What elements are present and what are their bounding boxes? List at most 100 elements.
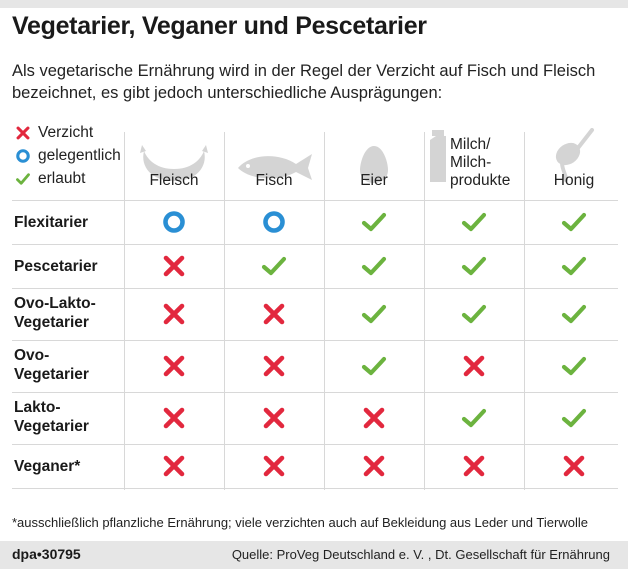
grid-hline — [12, 488, 618, 489]
column-header-fleisch: Fleisch — [124, 118, 224, 194]
row-label-line2: Vegetarier — [14, 366, 89, 383]
row-label: Pescetarier — [14, 257, 98, 276]
cell-fisch — [224, 207, 324, 237]
bottom-bar — [0, 541, 628, 569]
cell-honig — [524, 451, 624, 481]
cell-milch — [424, 351, 524, 381]
row-label-line1: Ovo- — [14, 347, 50, 364]
cell-milch — [424, 251, 524, 281]
check-icon — [561, 209, 587, 235]
check-icon — [361, 353, 387, 379]
grid-vline — [524, 132, 525, 490]
grid-vline — [224, 132, 225, 490]
column-label-eier: Eier — [360, 172, 388, 189]
column-header-honig: Honig — [524, 118, 624, 194]
grid-hline — [12, 392, 618, 393]
legend-item-verzicht: Verzicht — [12, 121, 121, 144]
cell-honig — [524, 251, 624, 281]
row-label-line1: Veganer* — [14, 458, 81, 475]
cell-honig — [524, 207, 624, 237]
grid-hline — [12, 288, 618, 289]
row-label-line2: Vegetarier — [14, 418, 89, 435]
column-label-milch-line1: Milch/ — [450, 136, 491, 153]
ring-icon — [12, 145, 34, 167]
column-label-honig: Honig — [553, 172, 595, 189]
cross-icon — [561, 453, 587, 479]
column-header-milch: Milch/ Milch- produkte — [424, 118, 524, 194]
cross-icon — [261, 453, 287, 479]
cell-milch — [424, 403, 524, 433]
cell-eier — [324, 451, 424, 481]
cell-fisch — [224, 299, 324, 329]
row-label: Flexitarier — [14, 213, 88, 232]
grid-hline — [12, 340, 618, 341]
cell-fleisch — [124, 351, 224, 381]
cross-icon — [161, 453, 187, 479]
cross-icon — [261, 405, 287, 431]
cell-milch — [424, 451, 524, 481]
cell-fisch — [224, 351, 324, 381]
check-icon — [461, 209, 487, 235]
fish-icon — [224, 124, 324, 184]
legend-label-erlaubt: erlaubt — [38, 169, 86, 187]
check-icon — [461, 253, 487, 279]
cross-icon — [12, 122, 34, 144]
grid-vline — [424, 132, 425, 490]
check-icon — [12, 168, 34, 190]
cross-icon — [261, 301, 287, 327]
cell-honig — [524, 299, 624, 329]
row-label: Lakto- Vegetarier — [14, 398, 89, 436]
cross-icon — [261, 353, 287, 379]
cross-icon — [461, 453, 487, 479]
grid-hline — [12, 200, 618, 201]
cross-icon — [461, 353, 487, 379]
check-icon — [561, 405, 587, 431]
cross-icon — [161, 253, 187, 279]
column-header-eier: Eier — [324, 118, 424, 194]
check-icon — [361, 253, 387, 279]
column-label-milch: Milch/ Milch- produkte — [450, 136, 524, 190]
row-label: Ovo- Vegetarier — [14, 346, 89, 384]
cell-fisch — [224, 403, 324, 433]
check-icon — [461, 405, 487, 431]
ring-icon — [261, 209, 287, 235]
page-title: Vegetarier, Veganer und Pescetarier — [12, 12, 427, 40]
check-icon — [261, 253, 287, 279]
footnote: *ausschließlich pflanzliche Ernährung; v… — [12, 515, 588, 530]
legend-label-verzicht: Verzicht — [38, 123, 94, 141]
cell-eier — [324, 207, 424, 237]
row-label-line1: Flexitarier — [14, 214, 89, 231]
legend-item-gelegentlich: gelegentlich — [12, 144, 121, 167]
cell-eier — [324, 251, 424, 281]
cell-fleisch — [124, 403, 224, 433]
egg-icon — [324, 124, 424, 184]
row-label-line1: Ovo-Lakto- — [14, 295, 96, 312]
source-label: Quelle: ProVeg Deutschland e. V. , Dt. G… — [231, 547, 610, 562]
row-label-line2: Vegetarier — [14, 314, 89, 331]
row-label-line1: Lakto- — [14, 399, 61, 416]
cross-icon — [361, 453, 387, 479]
top-bar — [0, 0, 628, 8]
legend-label-gelegentlich: gelegentlich — [38, 146, 121, 164]
ring-icon — [161, 209, 187, 235]
check-icon — [561, 353, 587, 379]
cell-fleisch — [124, 451, 224, 481]
column-header-fisch: Fisch — [224, 118, 324, 194]
check-icon — [361, 301, 387, 327]
cell-fleisch — [124, 207, 224, 237]
sausage-icon — [124, 124, 224, 184]
legend-item-erlaubt: erlaubt — [12, 167, 121, 190]
cell-fleisch — [124, 251, 224, 281]
check-icon — [461, 301, 487, 327]
milk-carton-icon — [424, 124, 524, 184]
grid-vline — [124, 132, 125, 490]
check-icon — [561, 253, 587, 279]
cell-honig — [524, 403, 624, 433]
row-label: Ovo-Lakto- Vegetarier — [14, 294, 96, 332]
grid-hline — [12, 444, 618, 445]
subtitle: Als vegetarische Ernährung wird in der R… — [12, 62, 596, 102]
check-icon — [361, 209, 387, 235]
cell-eier — [324, 403, 424, 433]
cell-milch — [424, 207, 524, 237]
cell-fisch — [224, 451, 324, 481]
